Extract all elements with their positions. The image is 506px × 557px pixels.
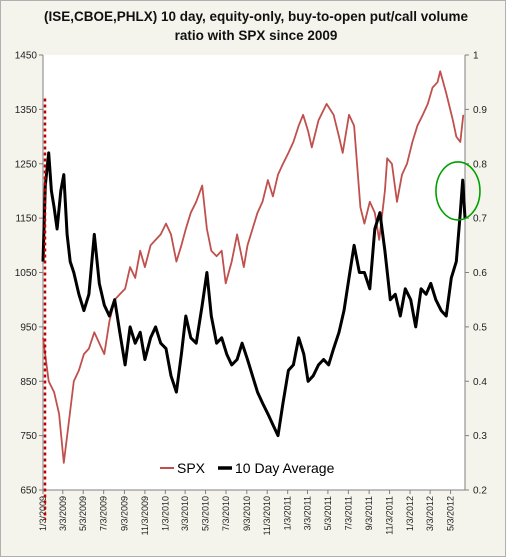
left-y-tick-label: 950 <box>20 322 37 333</box>
x-tick-label: 1/3/2011 <box>283 496 293 530</box>
left-y-tick-label: 850 <box>20 377 37 388</box>
x-tick-label: 9/3/2009 <box>119 496 129 531</box>
x-tick-label: 5/3/2010 <box>201 496 211 531</box>
annotation-highlight-ellipse <box>435 161 481 221</box>
x-tick-label: 7/3/2009 <box>99 496 109 531</box>
x-tick-label: 3/3/2010 <box>180 496 190 531</box>
x-tick-label: 5/3/2009 <box>78 496 88 531</box>
x-tick-label: 1/3/2012 <box>405 496 415 531</box>
series-line-10-day-average <box>41 151 467 438</box>
x-tick-label: 1/3/2010 <box>160 496 170 531</box>
right-y-tick-label: 0.7 <box>473 214 487 225</box>
right-y-tick-label: 0.8 <box>473 159 487 170</box>
left-y-tick-label: 1050 <box>15 268 38 279</box>
left-y-tick-label: 1350 <box>15 105 38 116</box>
legend-label: SPX <box>177 460 206 476</box>
right-y-tick-label: 0.4 <box>473 377 487 388</box>
x-tick-label: 1/3/2009 <box>38 496 48 531</box>
right-y-tick-label: 0.9 <box>473 105 487 116</box>
x-tick-label: 7/3/2010 <box>221 496 231 531</box>
left-y-tick-label: 1250 <box>15 159 38 170</box>
right-y-tick-label: 0.2 <box>473 486 487 497</box>
left-y-tick-label: 1450 <box>15 51 38 62</box>
x-tick-label: 9/3/2010 <box>242 496 252 531</box>
x-tick-label: 11/3/2009 <box>140 496 150 535</box>
x-tick-label: 5/3/2012 <box>446 496 456 531</box>
left-y-tick-label: 1150 <box>15 214 37 225</box>
x-tick-label: 11/3/2011 <box>385 496 395 535</box>
x-tick-label: 3/3/2011 <box>302 496 312 530</box>
x-tick-label: 3/3/2012 <box>425 496 435 531</box>
x-tick-label: 5/3/2011 <box>323 496 333 530</box>
right-y-tick-label: 1 <box>473 51 479 62</box>
right-y-tick-label: 0.3 <box>473 431 487 442</box>
plot-area <box>43 55 465 490</box>
x-tick-label: 3/3/2009 <box>58 496 68 531</box>
legend-label: 10 Day Average <box>235 460 335 476</box>
x-tick-label: 7/3/2011 <box>343 496 353 530</box>
x-tick-label: 9/3/2011 <box>364 496 374 530</box>
right-y-tick-label: 0.6 <box>473 268 487 279</box>
x-tick-label: 11/3/2010 <box>262 496 272 535</box>
chart-title: (ISE,CBOE,PHLX) 10 day, equity-only, buy… <box>43 9 469 43</box>
left-y-tick-label: 750 <box>20 431 37 442</box>
right-y-tick-label: 0.5 <box>473 322 487 333</box>
left-y-tick-label: 650 <box>20 486 37 497</box>
